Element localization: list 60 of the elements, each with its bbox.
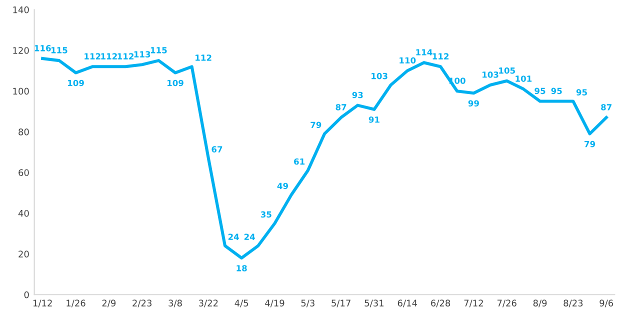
data-label: 24 <box>244 234 255 240</box>
x-tick-label: 8/9 <box>533 300 547 308</box>
data-label: 79 <box>310 122 322 128</box>
data-label: 103 <box>372 72 388 80</box>
data-label: 112 <box>101 53 117 60</box>
data-label: 105 <box>499 67 515 74</box>
x-tick-label: 8/23 <box>564 300 583 308</box>
data-label: 18 <box>236 265 247 272</box>
data-label: 49 <box>277 182 288 190</box>
x-tick-label: 7/12 <box>464 300 483 308</box>
x-tick-label: 3/8 <box>168 300 182 308</box>
x-tick-label: 6/28 <box>431 300 450 308</box>
x-tick-label: 5/3 <box>301 300 314 308</box>
x-tick-label: 3/22 <box>198 300 218 308</box>
data-label: 112 <box>84 53 100 60</box>
data-label: 79 <box>584 140 596 148</box>
y-tick-label: 60 <box>18 169 29 176</box>
x-tick-label: 4/5 <box>234 300 248 308</box>
x-tick-label: 2/23 <box>132 300 152 308</box>
data-label: 87 <box>336 104 346 110</box>
data-label: 35 <box>260 211 272 218</box>
x-tick-label: 6/14 <box>398 300 418 308</box>
x-tick-label: 7/26 <box>497 300 516 308</box>
data-label: 112 <box>118 53 134 60</box>
data-label: 112 <box>432 53 449 60</box>
data-label: 103 <box>482 72 498 78</box>
data-label: 110 <box>400 57 416 64</box>
y-tick-label: 140 <box>13 6 29 14</box>
data-label: 115 <box>51 47 68 54</box>
data-label: 109 <box>68 80 84 86</box>
data-label: 95 <box>576 89 587 96</box>
data-label: 112 <box>196 54 212 61</box>
y-tick-label: 120 <box>13 47 29 54</box>
y-tick-label: 40 <box>18 210 29 217</box>
data-label: 24 <box>228 234 239 240</box>
x-tick-label: 4/19 <box>265 300 284 308</box>
y-tick-label: 80 <box>18 128 29 136</box>
data-label: 61 <box>294 158 305 165</box>
data-label: 87 <box>601 104 612 110</box>
y-tick-label: 0 <box>24 291 29 298</box>
x-tick-label: 9/6 <box>600 300 614 308</box>
data-label: 67 <box>212 146 222 152</box>
data-label: 93 <box>352 92 363 98</box>
data-label: 115 <box>150 47 167 54</box>
x-tick-label: 5/17 <box>332 300 350 308</box>
data-label: 113 <box>134 51 150 58</box>
x-tick-label: 1/12 <box>33 300 52 308</box>
data-label: 99 <box>468 100 479 107</box>
x-tick-label: 1/26 <box>66 300 86 308</box>
x-tick-label: 2/9 <box>102 300 116 308</box>
data-label: 109 <box>168 80 184 86</box>
data-label: 114 <box>416 49 432 56</box>
data-label: 116 <box>34 45 51 52</box>
y-tick-label: 20 <box>18 250 29 258</box>
data-label: 101 <box>516 76 532 82</box>
data-label: 91 <box>368 116 380 123</box>
data-label: 95 <box>551 88 562 94</box>
y-tick-label: 100 <box>13 88 29 95</box>
data-label: 95 <box>534 88 546 94</box>
x-tick-label: 5/31 <box>364 300 384 308</box>
